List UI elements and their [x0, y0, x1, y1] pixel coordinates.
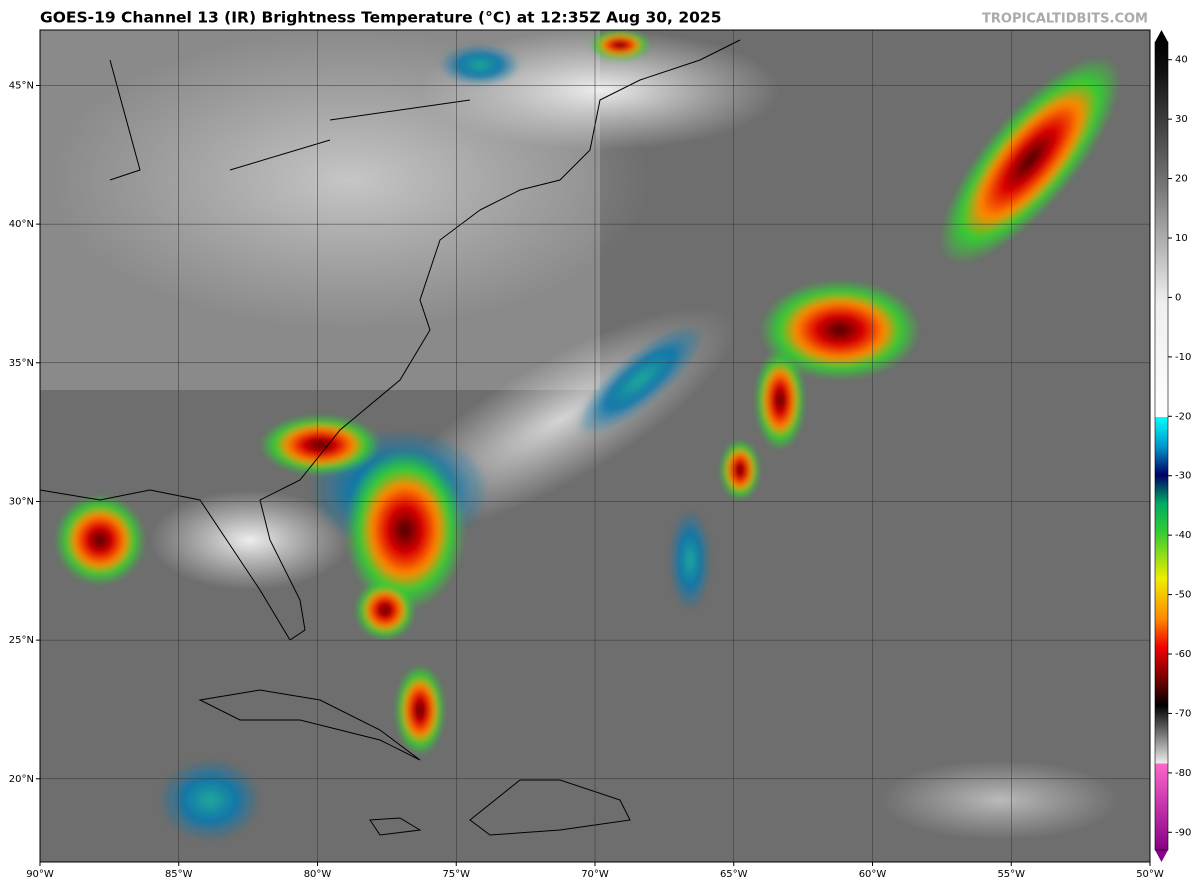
- colorbar-tick-label: -20: [1175, 411, 1191, 422]
- colorbar-fill: [1155, 42, 1168, 850]
- credit: TROPICALTIDBITS.COM: [982, 12, 1148, 27]
- lon-tick-label: 85°W: [165, 869, 193, 880]
- lat-tick-label: 20°N: [9, 774, 34, 785]
- lon-tick-label: 70°W: [581, 869, 609, 880]
- lon-tick-label: 55°W: [997, 869, 1025, 880]
- colorbar-tick-label: -80: [1175, 768, 1191, 779]
- colorbar-tick-label: -70: [1175, 708, 1191, 719]
- lat-tick-label: 40°N: [9, 219, 34, 230]
- colorbar-tick-label: -40: [1175, 530, 1191, 541]
- lon-tick-label: 75°W: [442, 869, 470, 880]
- colorbar-tick-label: 40: [1175, 55, 1188, 66]
- colorbar-tick-label: -50: [1175, 590, 1191, 601]
- colorbar-arrow: [1155, 30, 1168, 42]
- lon-tick-label: 60°W: [859, 869, 887, 880]
- lat-tick-label: 30°N: [9, 496, 34, 507]
- lon-tick-label: 80°W: [304, 869, 332, 880]
- colorbar-tick-label: -60: [1175, 649, 1191, 660]
- colorbar: [1154, 30, 1169, 862]
- colorbar-frame: [1154, 41, 1169, 851]
- colorbar-tick-label: 20: [1175, 174, 1188, 185]
- colorbar-arrow: [1155, 850, 1168, 862]
- lon-tick-label: 65°W: [720, 869, 748, 880]
- lon-tick-label: 90°W: [26, 869, 54, 880]
- colorbar-tick-label: -30: [1175, 471, 1191, 482]
- colorbar-tick-label: 30: [1175, 114, 1188, 125]
- colorbar-tick-label: -10: [1175, 352, 1191, 363]
- lat-tick-label: 25°N: [9, 635, 34, 646]
- title: GOES-19 Channel 13 (IR) Brightness Tempe…: [40, 9, 721, 27]
- colorbar-tick-label: 0: [1175, 292, 1181, 303]
- colorbar-tick-label: -90: [1175, 827, 1191, 838]
- lon-tick-label: 50°W: [1136, 869, 1164, 880]
- colorbar-tick-label: 10: [1175, 233, 1188, 244]
- lat-tick-label: 45°N: [9, 80, 34, 91]
- lat-tick-label: 35°N: [9, 358, 34, 369]
